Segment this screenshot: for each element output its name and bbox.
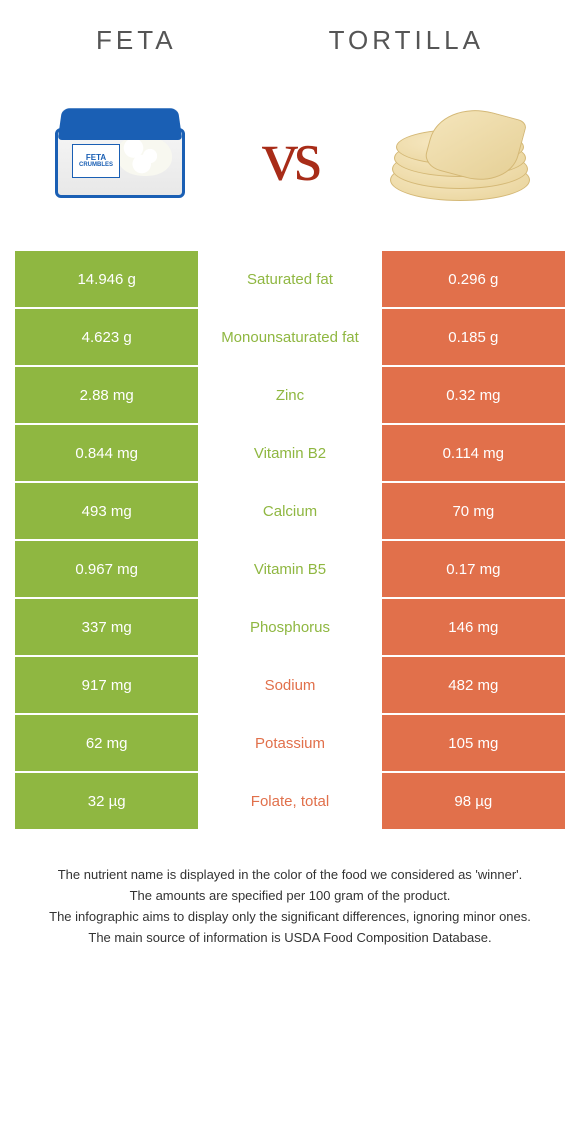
left-value-cell: 0.844 mg	[15, 425, 198, 483]
footer-line-3: The infographic aims to display only the…	[30, 908, 550, 927]
table-row: 32 µgFolate, total98 µg	[15, 773, 565, 831]
nutrient-label-cell: Phosphorus	[198, 599, 381, 657]
table-row: 2.88 mgZinc0.32 mg	[15, 367, 565, 425]
left-value-cell: 917 mg	[15, 657, 198, 715]
table-row: 0.844 mgVitamin B20.114 mg	[15, 425, 565, 483]
images-row: FETACRUMBLES vs	[0, 71, 580, 251]
left-value-cell: 32 µg	[15, 773, 198, 831]
nutrient-label-cell: Vitamin B5	[198, 541, 381, 599]
feta-icon: FETACRUMBLES	[50, 106, 190, 206]
table-row: 0.967 mgVitamin B50.17 mg	[15, 541, 565, 599]
nutrient-table: 14.946 gSaturated fat0.296 g4.623 gMonou…	[15, 251, 565, 831]
right-value-cell: 0.32 mg	[382, 367, 565, 425]
right-value-cell: 70 mg	[382, 483, 565, 541]
right-value-cell: 146 mg	[382, 599, 565, 657]
left-value-cell: 493 mg	[15, 483, 198, 541]
table-row: 62 mgPotassium105 mg	[15, 715, 565, 773]
left-value-cell: 337 mg	[15, 599, 198, 657]
right-value-cell: 482 mg	[382, 657, 565, 715]
nutrient-label-cell: Zinc	[198, 367, 381, 425]
footer-line-1: The nutrient name is displayed in the co…	[30, 866, 550, 885]
table-row: 4.623 gMonounsaturated fat0.185 g	[15, 309, 565, 367]
right-value-cell: 105 mg	[382, 715, 565, 773]
nutrient-label-cell: Saturated fat	[198, 251, 381, 309]
left-food-image: FETACRUMBLES	[35, 91, 205, 221]
right-food-image	[375, 91, 545, 221]
left-value-cell: 14.946 g	[15, 251, 198, 309]
right-value-cell: 0.296 g	[382, 251, 565, 309]
footer-line-2: The amounts are specified per 100 gram o…	[30, 887, 550, 906]
nutrient-label-cell: Sodium	[198, 657, 381, 715]
right-value-cell: 0.185 g	[382, 309, 565, 367]
nutrient-label-cell: Vitamin B2	[198, 425, 381, 483]
nutrient-label-cell: Monounsaturated fat	[198, 309, 381, 367]
nutrient-label-cell: Folate, total	[198, 773, 381, 831]
footer-notes: The nutrient name is displayed in the co…	[0, 831, 580, 969]
left-food-title: Feta	[96, 25, 177, 56]
right-food-title: Tortilla	[329, 25, 484, 56]
nutrient-label-cell: Calcium	[198, 483, 381, 541]
infographic-container: Feta Tortilla FETACRUMBLES vs 14.946 gSa…	[0, 0, 580, 1144]
right-value-cell: 0.17 mg	[382, 541, 565, 599]
table-row: 14.946 gSaturated fat0.296 g	[15, 251, 565, 309]
vs-label: vs	[262, 115, 318, 198]
nutrient-label-cell: Potassium	[198, 715, 381, 773]
left-value-cell: 0.967 mg	[15, 541, 198, 599]
left-value-cell: 2.88 mg	[15, 367, 198, 425]
left-value-cell: 4.623 g	[15, 309, 198, 367]
left-value-cell: 62 mg	[15, 715, 198, 773]
table-row: 337 mgPhosphorus146 mg	[15, 599, 565, 657]
table-row: 493 mgCalcium70 mg	[15, 483, 565, 541]
tortilla-icon	[385, 101, 535, 211]
footer-line-4: The main source of information is USDA F…	[30, 929, 550, 948]
table-row: 917 mgSodium482 mg	[15, 657, 565, 715]
right-value-cell: 98 µg	[382, 773, 565, 831]
header-row: Feta Tortilla	[0, 0, 580, 71]
right-value-cell: 0.114 mg	[382, 425, 565, 483]
